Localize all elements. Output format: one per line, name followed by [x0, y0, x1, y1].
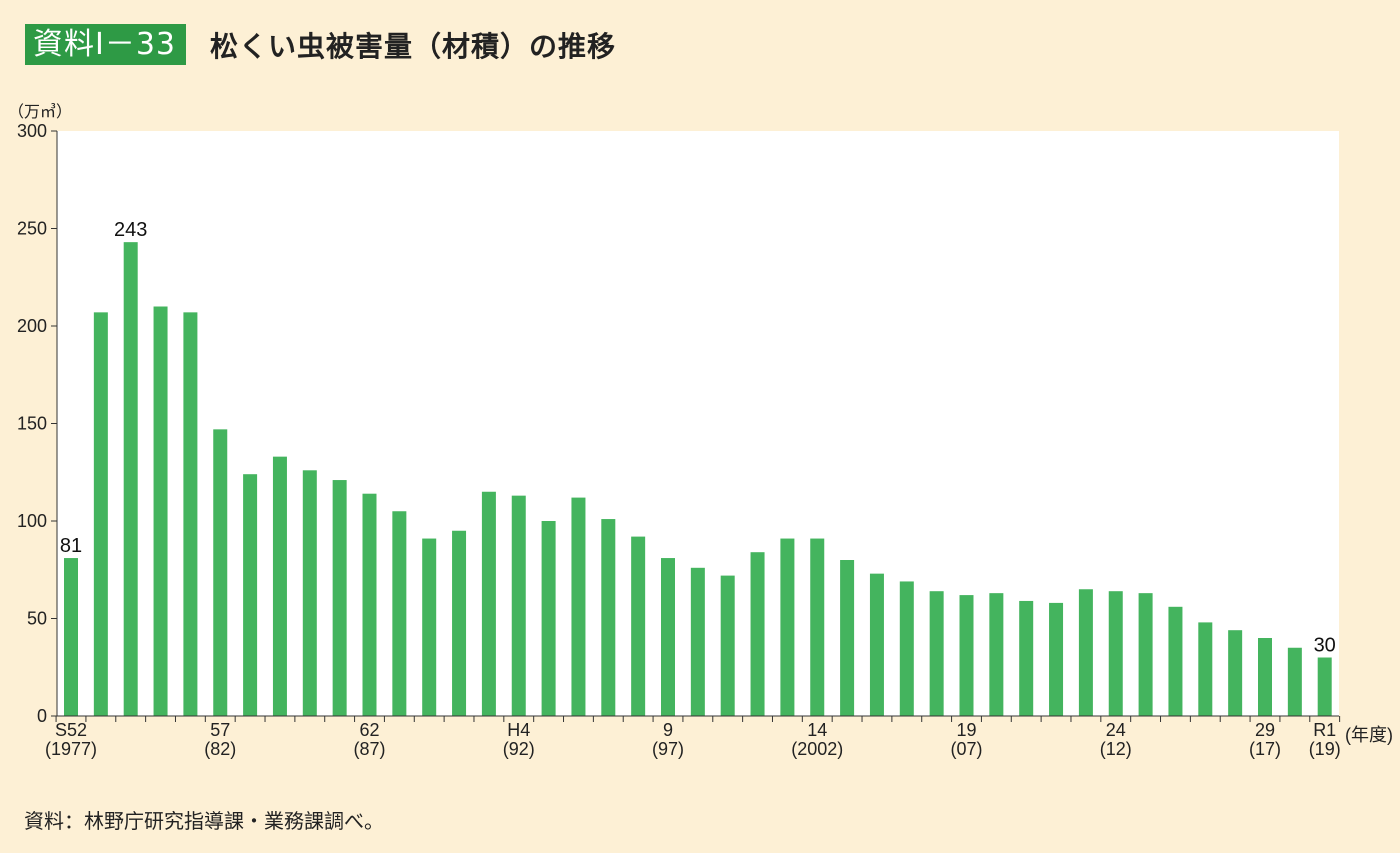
y-tick-label: 150	[17, 414, 47, 434]
bar	[452, 530, 467, 716]
bar	[750, 552, 765, 716]
x-tick-label: 29	[1255, 720, 1275, 740]
x-tick-label-sub: (97)	[652, 739, 684, 759]
x-tick-label-sub: (1977)	[45, 739, 97, 759]
bar	[690, 567, 705, 716]
y-axis: 0 50 100 150 200 250 300	[17, 121, 58, 726]
bar	[989, 593, 1004, 716]
bar	[1258, 638, 1272, 716]
bar	[929, 591, 944, 716]
bar	[720, 575, 735, 716]
x-tick-label: 9	[663, 720, 673, 740]
figure-number-badge: 資料Ⅰ－33	[25, 24, 187, 65]
y-tick-label: 100	[17, 511, 47, 531]
bar	[64, 558, 78, 716]
bar	[571, 497, 586, 716]
bar	[243, 474, 258, 716]
bar	[1198, 622, 1213, 716]
x-tick-label-sub: (17)	[1249, 739, 1281, 759]
data-labels-group: 81 243 30	[60, 219, 1336, 656]
bar	[1049, 602, 1064, 716]
bar	[362, 493, 377, 716]
chart-title: 松くい虫被害量（材積）の推移	[210, 29, 617, 63]
bar	[272, 456, 287, 716]
bar	[481, 491, 496, 716]
bar	[511, 495, 526, 716]
bar	[302, 470, 317, 716]
x-axis-unit-label: (年度)	[1345, 725, 1393, 745]
bar	[1168, 606, 1183, 716]
bar	[810, 538, 825, 716]
bar	[631, 536, 646, 716]
data-label: 30	[1314, 635, 1336, 657]
x-tick-label-sub: (07)	[950, 739, 982, 759]
bar	[1287, 647, 1302, 716]
x-tick-label: H4	[507, 720, 530, 740]
y-tick-label: 300	[17, 121, 47, 141]
x-tick-label: R1	[1313, 720, 1336, 740]
bar	[422, 538, 437, 716]
bar	[1138, 593, 1153, 716]
x-tick-label: 14	[807, 720, 827, 740]
data-label: 81	[60, 535, 82, 557]
bar	[899, 581, 914, 716]
data-label: 243	[114, 219, 147, 241]
x-tick-label: 62	[359, 720, 379, 740]
x-tick-label: 57	[210, 720, 230, 740]
bar	[869, 573, 884, 716]
bar	[601, 519, 616, 716]
bar	[1019, 600, 1034, 716]
bar	[780, 538, 795, 716]
x-tick-label: 19	[956, 720, 976, 740]
bar	[1228, 630, 1243, 716]
bar	[1317, 657, 1332, 716]
bars-group	[64, 242, 1332, 716]
x-tick-label-sub: (82)	[204, 739, 236, 759]
x-tick-label-sub: (12)	[1100, 739, 1132, 759]
bar	[1078, 589, 1093, 716]
bar	[392, 511, 407, 716]
bar	[840, 560, 855, 716]
x-tick-label-sub: (92)	[503, 739, 535, 759]
y-tick-label: 0	[37, 706, 47, 726]
y-tick-label: 250	[17, 219, 47, 239]
bar	[1108, 591, 1123, 716]
bar	[123, 242, 138, 716]
x-tick-label-sub: (2002)	[791, 739, 843, 759]
bar	[661, 558, 675, 716]
source-note: 資料：林野庁研究指導課・業務課調べ。	[24, 809, 384, 833]
x-tick-label-sub: (87)	[353, 739, 385, 759]
x-tick-label-sub: (19)	[1309, 739, 1341, 759]
x-axis: S52(1977) 57(82) 62(87) H4(92) 9(97) 14(2002)…	[45, 715, 1393, 759]
y-axis-unit-label: （万㎥）	[8, 102, 73, 121]
bar	[183, 312, 198, 716]
bar	[213, 429, 228, 716]
bar	[332, 480, 347, 716]
x-tick-label: S52	[55, 720, 87, 740]
bar	[541, 521, 556, 716]
y-tick-label: 50	[27, 609, 47, 629]
bar	[93, 312, 108, 716]
x-tick-label: 24	[1106, 720, 1126, 740]
y-tick-label: 200	[17, 316, 47, 336]
header: 資料Ⅰ－33 松くい虫被害量（材積）の推移	[25, 24, 616, 65]
bar	[153, 306, 168, 716]
bar	[959, 595, 974, 716]
